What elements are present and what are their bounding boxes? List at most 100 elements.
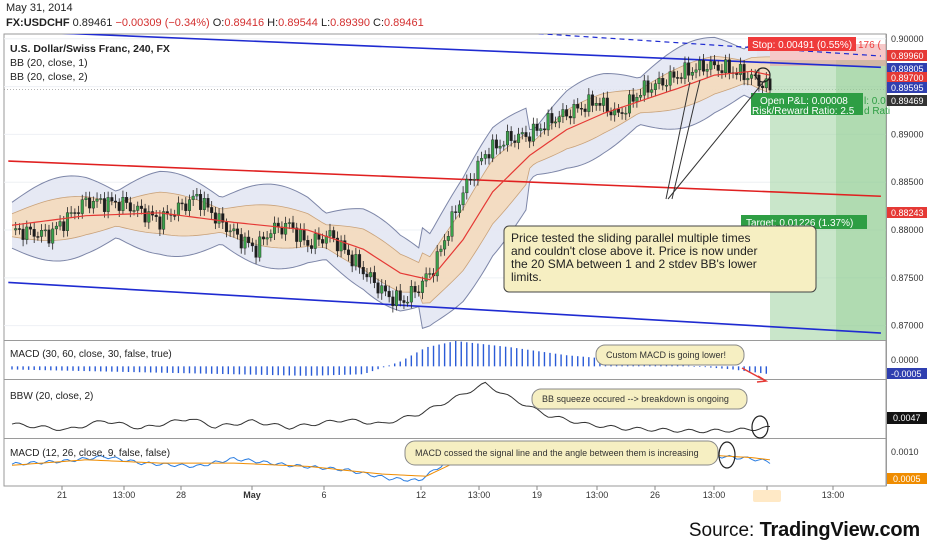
macd-custom-bar [416, 352, 418, 367]
macd-custom-bar [88, 366, 91, 372]
macd-custom-bar [543, 352, 546, 367]
macd-custom-bar [355, 366, 357, 375]
candle-body [457, 204, 461, 213]
time-tick-4: 6 [321, 490, 326, 500]
candle-body [465, 179, 469, 194]
macd-custom-bar [493, 345, 496, 367]
candle-body [180, 202, 184, 205]
candle-body [472, 178, 476, 181]
candle-body [280, 226, 284, 235]
main-callout-line-2: the 20 SMA between 1 and 2 stdev BB's lo… [511, 257, 757, 271]
candle-body [387, 290, 391, 298]
callout-pointer-3 [667, 79, 766, 200]
candle-body [476, 160, 480, 180]
macd-custom-bar [111, 366, 113, 372]
macd-custom-bar [504, 346, 507, 367]
time-tick-9: 26 [650, 490, 660, 500]
macd-custom-bar [405, 358, 407, 367]
candle-body [395, 290, 399, 307]
candle-body [69, 212, 73, 214]
candle-body [354, 254, 358, 267]
callout-pointer-2 [671, 79, 701, 200]
candle-body [446, 236, 450, 241]
macd-custom-bar [249, 366, 252, 375]
candle-body [95, 198, 99, 202]
macd-custom-bar [593, 357, 596, 367]
macd-custom-bar [271, 366, 274, 376]
macd-custom-bar [194, 366, 196, 374]
candle-body [102, 198, 106, 212]
macd-custom-bar [138, 366, 141, 373]
candle-body [21, 228, 25, 240]
macd-down-arrowhead [756, 375, 769, 383]
macd-custom-bar [538, 351, 540, 367]
stop-label-box [748, 37, 856, 51]
macd-custom-bar [100, 366, 102, 372]
bbw-legend: BBW (20, close, 2) [10, 391, 93, 402]
candle-body [517, 133, 521, 143]
candle-body [491, 139, 495, 159]
close-value: 0.89461 [384, 17, 424, 29]
candle-body [679, 77, 683, 79]
price-tick-3: 0.88500 [891, 177, 924, 187]
candle-body [313, 233, 317, 249]
macd-custom-bar [72, 366, 74, 371]
candle-body [332, 230, 336, 239]
macd-custom-bar [393, 363, 396, 367]
macd-custom-bar [737, 366, 740, 371]
candle-body [128, 202, 132, 212]
macd-custom-bar [27, 366, 30, 370]
macd-custom-bar [455, 341, 457, 367]
macd-std-callout-text: MACD cossed the signal line and the angl… [415, 448, 699, 458]
macd-custom-bar [199, 366, 202, 374]
macd-custom-bar [721, 366, 723, 369]
macd-custom-bar [382, 366, 385, 368]
macd-std-callout [404, 440, 719, 466]
macd-custom-bar [549, 352, 551, 367]
candle-body [261, 236, 265, 240]
candle-body [372, 272, 376, 283]
price-circle-marker [755, 67, 771, 83]
macd-custom-bar [760, 366, 762, 374]
candle-body [391, 296, 395, 307]
macd-custom-bar [699, 366, 701, 367]
candle-body [154, 214, 158, 217]
candle-body [254, 245, 258, 258]
source-brand[interactable]: TradingView.com [759, 519, 921, 541]
price-tag-0: 0.89960 [891, 51, 924, 61]
macd-custom-bar [16, 366, 19, 370]
candle-body [568, 115, 572, 119]
candle-body [406, 301, 410, 304]
macd-custom-bar [360, 366, 363, 375]
candle-body [557, 116, 561, 123]
macd-custom-bar [704, 366, 706, 368]
candle-body [687, 62, 691, 76]
macd-custom-bar [33, 366, 35, 370]
price-tag-box-1 [887, 63, 927, 74]
candle-body [664, 84, 668, 87]
candle-body [439, 248, 443, 252]
macd-custom-bar [55, 366, 58, 371]
candle-body [339, 240, 343, 252]
macd-custom-bar [427, 346, 429, 367]
macd-custom-bar [177, 366, 180, 374]
symbol-label[interactable]: FX:USDCHF [6, 17, 70, 29]
candle-body [609, 111, 613, 116]
macd-custom-bar [205, 366, 207, 374]
macd-custom-bar [50, 366, 52, 371]
time-tick-12: 13:00 [822, 490, 845, 500]
candle-body [676, 77, 680, 79]
candle-body [158, 216, 162, 230]
candle-body [284, 223, 288, 235]
source-credit: Source: TradingView.com [689, 519, 920, 542]
macd-std-tag-box [887, 473, 927, 484]
macd-custom-bar [349, 366, 352, 375]
candle-body [398, 290, 402, 301]
candle-body [295, 227, 299, 242]
candle-body [199, 193, 203, 210]
candle-body [380, 285, 384, 294]
macd-custom-bar [161, 366, 163, 373]
candle-body [40, 230, 44, 237]
price-tag-box-0 [887, 50, 927, 61]
